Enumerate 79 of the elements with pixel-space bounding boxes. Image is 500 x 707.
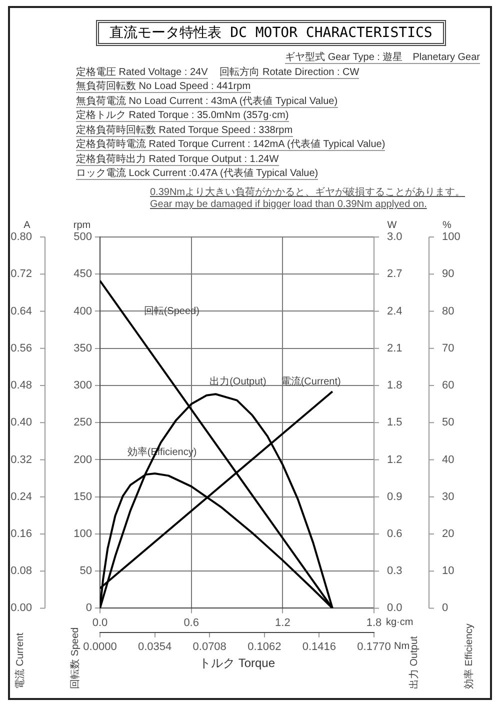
text: 定格負荷時出力 Rated Torque Output : 1.24W	[76, 154, 279, 166]
text: W	[387, 220, 398, 231]
text: kg·cm	[386, 616, 414, 628]
y-tick-label: 0.40	[10, 416, 32, 429]
chart-title: 直流モータ特性表 DC MOTOR CHARACTERISTICS	[96, 20, 446, 46]
y-tick-label: 0.3	[387, 565, 402, 578]
text: ロック電流 Lock Current :0.47A (代表値 Typical Value)	[76, 168, 318, 180]
y-tick-label: 0.9	[387, 490, 402, 503]
y-tick-label: 80	[442, 305, 454, 318]
y-tick-label: 1.2	[387, 454, 402, 466]
y-tick-label: 50	[442, 416, 454, 429]
y-tick-label: 300	[74, 380, 92, 392]
y-tick-label: 40	[442, 454, 454, 466]
text: 定格トルク Rated Torque : 35.0mNm (357g·cm)	[76, 110, 289, 122]
text: rpm	[73, 220, 91, 231]
y-tick-label: 60	[442, 380, 454, 392]
y-tick-label: 250	[74, 416, 92, 429]
x2-tick-label: 0.0000	[83, 641, 117, 654]
y-tick-label: 0.80	[10, 231, 32, 244]
y-tick-label: 50	[80, 565, 92, 578]
y-tick-label: 0.24	[10, 490, 32, 503]
y-tick-label: 400	[74, 305, 92, 318]
x-tick-label: 1.2	[275, 616, 290, 629]
x2-tick-label: 0.0708	[192, 641, 226, 654]
x2-tick-label: 0.0354	[138, 641, 172, 654]
text: 回転方向 Rotate Direction : CW	[220, 66, 360, 78]
y-tick-label: 0	[442, 602, 448, 614]
y-tick-label: 100	[74, 528, 92, 540]
text: 0.39Nmより大きい負荷がかかると、ギヤが破損することがあります。	[150, 187, 466, 199]
x-axis-title: トルク Torque	[198, 656, 276, 670]
y-tick-label: 0.56	[10, 342, 32, 354]
y-tick-label: 0.00	[10, 602, 32, 614]
y-tick-label: 10	[442, 565, 454, 578]
y-tick-label: 2.1	[387, 342, 402, 354]
y-tick-label: 1.5	[387, 416, 402, 429]
text: 定格電圧 Rated Voltage : 24V	[76, 66, 208, 78]
y-axis-title: 出力 Output	[408, 636, 420, 689]
y-tick-label: 350	[74, 342, 92, 354]
text: 無負荷電流 No Load Current : 43mA (代表値 Typical Value)	[76, 96, 338, 108]
y-tick-label: 100	[442, 231, 460, 244]
y-tick-label: 0.64	[10, 305, 32, 318]
y-tick-label: 2.7	[387, 268, 402, 280]
y-tick-label: 150	[74, 490, 92, 503]
x-tick-label: 0.0	[92, 616, 108, 629]
y-tick-label: 2.4	[387, 305, 402, 318]
y-tick-label: 450	[74, 268, 92, 280]
y-axis-title: 電流 Current	[14, 632, 26, 689]
text: A	[24, 220, 31, 231]
y-tick-label: 0.0	[387, 602, 402, 614]
y-tick-label: 30	[442, 490, 454, 503]
y-tick-label: 0.72	[10, 268, 32, 280]
y-axis-title: 効率 Efficiency	[462, 624, 475, 689]
text: ギヤ型式 Gear Type : 遊星 Planetary Gear	[285, 52, 480, 64]
y-tick-label: 0	[86, 602, 92, 614]
y-tick-label: 0.08	[10, 565, 32, 578]
y-tick-label: 0.32	[10, 454, 32, 466]
text: 定格負荷時電流 Rated Torque Current : 142mA (代表値 Typical Value)	[76, 139, 386, 151]
y-axis-title: 回転数 Speed	[70, 627, 81, 689]
series-label: 出力(Output)	[210, 376, 266, 388]
y-tick-label: 20	[442, 528, 454, 540]
text: %	[442, 220, 452, 231]
x-tick-label: 0.6	[184, 616, 199, 629]
x2-tick-label: 0.1416	[302, 641, 336, 654]
text: Nm	[394, 641, 410, 652]
y-tick-label: 0.48	[10, 380, 32, 392]
x-tick-label: 1.8	[366, 616, 382, 629]
y-tick-label: 90	[442, 268, 454, 280]
y-tick-label: 200	[74, 454, 92, 466]
y-tick-label: 1.8	[387, 380, 402, 392]
x2-tick-label: 0.1770	[357, 641, 391, 654]
y-tick-label: 0.6	[387, 528, 402, 540]
text: 定格負荷時回転数 Rated Torque Speed : 338rpm	[76, 124, 293, 136]
y-tick-label: 3.0	[387, 231, 402, 244]
x2-tick-label: 0.1062	[248, 641, 282, 654]
text: 無負荷回転数 No Load Speed : 441rpm	[76, 81, 251, 93]
y-tick-label: 70	[442, 342, 454, 354]
y-tick-label: 500	[74, 231, 92, 244]
text: Gear may be damaged if bigger load than 0.39Nm applyed on.	[150, 199, 428, 211]
y-tick-label: 0.16	[10, 528, 32, 540]
